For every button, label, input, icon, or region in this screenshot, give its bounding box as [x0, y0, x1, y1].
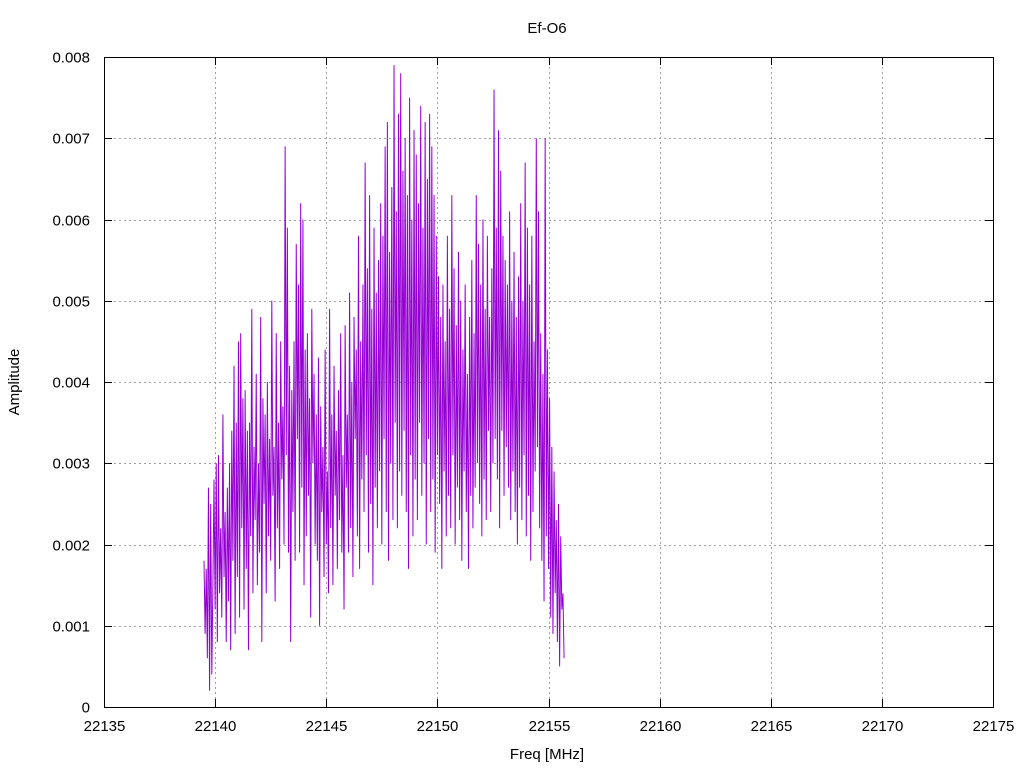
- x-axis-label: Freq [MHz]: [510, 746, 584, 763]
- x-tick-label: 22135: [84, 718, 126, 735]
- chart-title: Ef-O6: [527, 20, 566, 37]
- x-tick-label: 22165: [751, 718, 793, 735]
- y-tick-label: 0: [82, 700, 90, 717]
- x-tick-label: 22155: [529, 718, 571, 735]
- y-tick-label: 0.001: [52, 619, 90, 636]
- x-tick-label: 22160: [640, 718, 682, 735]
- y-tick-label: 0.004: [52, 375, 90, 392]
- x-tick-label: 22170: [862, 718, 904, 735]
- y-tick-label: 0.005: [52, 294, 90, 311]
- y-tick-label: 0.008: [52, 50, 90, 67]
- grid-lines: [104, 57, 993, 707]
- y-axis-label: Amplitude: [6, 349, 23, 416]
- series-line-amplitude: [203, 65, 565, 691]
- x-tick-label: 22150: [417, 718, 459, 735]
- x-tick-label: 22175: [973, 718, 1015, 735]
- x-tick-labels: 22135 22140 22145 22150 22155 22160 22165 22170…: [84, 718, 1015, 735]
- y-tick-label: 0.003: [52, 456, 90, 473]
- y-tick-label: 0.006: [52, 213, 90, 230]
- y-tick-labels: 0 0.001 0.002 0.003 0.004 0.005 0.006 0.007 0.00…: [52, 50, 90, 717]
- x-tick-label: 22140: [195, 718, 237, 735]
- y-tick-label: 0.002: [52, 538, 90, 555]
- x-tick-label: 22145: [306, 718, 348, 735]
- tick-marks: [104, 57, 994, 708]
- y-tick-label: 0.007: [52, 131, 90, 148]
